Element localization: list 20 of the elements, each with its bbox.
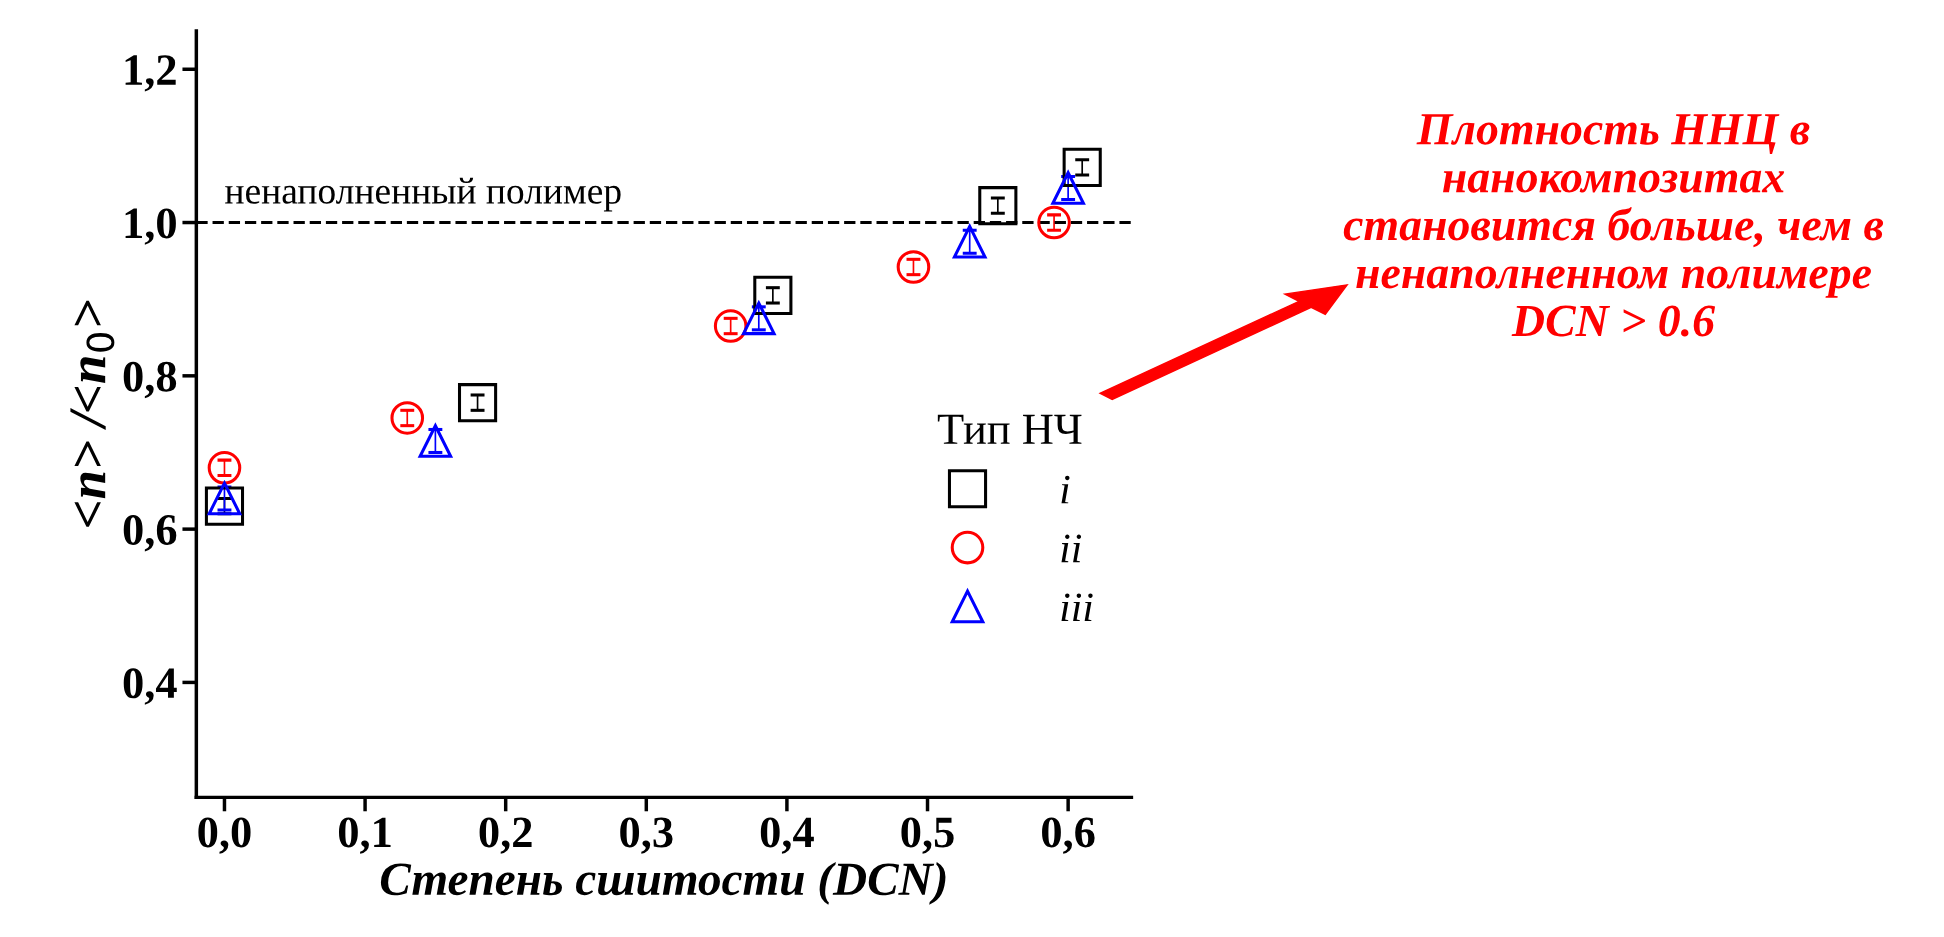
x-tick-label: 0,5 [901,817,954,854]
y-tick-label: 0,8 [123,361,177,399]
y-tick-label: 0,4 [123,668,177,705]
x-axis-title: Степень сшитости (DCN) [380,862,946,905]
y-axis-title: <n> /<n$_{0}$> [70,300,115,527]
y-tick-label: 0,6 [123,514,177,552]
legend-label: ii [1061,534,1082,563]
x-tick-label: 0,1 [338,817,391,854]
legend-title: Тип НЧ [937,414,1082,444]
ref-line-label: ненаполненный полимер [225,177,621,212]
y-tick-label: 1,2 [125,55,176,92]
x-tick-label: 0,4 [760,817,814,854]
legend-label: i [1061,475,1070,504]
x-tick-label: 0,2 [479,817,532,854]
x-tick-label: 0,0 [198,817,251,854]
text: Плотность ННЦ в нанокомпозитах становится больше, чем в ненаполненном полимере DCN > 0.6 [1343,114,1884,337]
x-tick-label: 0,6 [1042,817,1095,854]
x-tick-label: 0,3 [620,817,673,854]
y-tick-label: 1,0 [125,208,176,245]
legend-label: iii [1061,593,1093,622]
